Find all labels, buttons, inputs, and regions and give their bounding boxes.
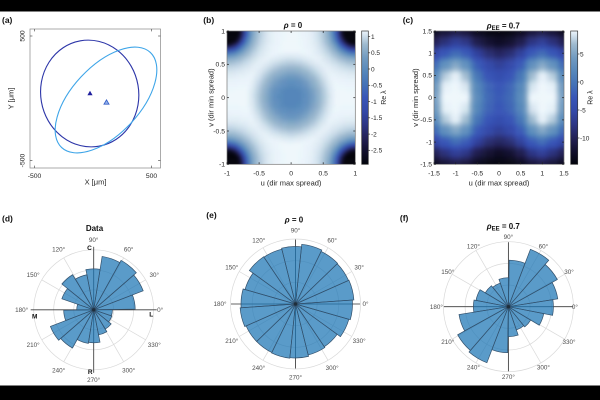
svg-text:C: C	[87, 245, 92, 252]
svg-text:(a): (a)	[2, 15, 13, 25]
svg-text:300°: 300°	[122, 367, 136, 375]
svg-text:0.5: 0.5	[318, 171, 328, 178]
svg-text:-1: -1	[453, 171, 459, 178]
svg-text:Data: Data	[86, 224, 104, 233]
svg-text:1: 1	[371, 34, 375, 41]
svg-text:210°: 210°	[441, 338, 455, 346]
svg-text:60°: 60°	[327, 237, 337, 245]
svg-text:270°: 270°	[289, 374, 303, 382]
svg-text:500: 500	[146, 173, 158, 180]
svg-text:v (dir min spread): v (dir min spread)	[207, 68, 216, 127]
svg-text:60°: 60°	[539, 242, 549, 250]
svg-text:0: 0	[221, 95, 225, 102]
svg-text:30°: 30°	[354, 263, 364, 271]
svg-text:30°: 30°	[564, 268, 574, 276]
svg-text:240°: 240°	[52, 367, 66, 375]
svg-text:150°: 150°	[441, 268, 455, 276]
svg-text:1.5: 1.5	[423, 28, 433, 35]
svg-text:-1: -1	[426, 139, 432, 146]
svg-text:0: 0	[289, 171, 293, 178]
svg-text:-1: -1	[224, 171, 230, 178]
svg-text:0°: 0°	[157, 306, 164, 314]
svg-text:0: 0	[497, 171, 501, 178]
svg-text:-2: -2	[371, 131, 377, 138]
svg-text:270°: 270°	[502, 373, 516, 381]
svg-text:60°: 60°	[124, 245, 134, 253]
svg-text:0.5: 0.5	[516, 171, 526, 178]
svg-text:330°: 330°	[562, 338, 576, 346]
svg-text:0.5: 0.5	[371, 50, 380, 57]
svg-text:ρ = 0: ρ = 0	[283, 21, 303, 30]
svg-text:-5: -5	[580, 107, 586, 114]
svg-text:30°: 30°	[150, 271, 160, 279]
svg-text:-2.5: -2.5	[371, 148, 383, 155]
svg-text:M: M	[32, 314, 37, 321]
svg-text:90°: 90°	[504, 233, 514, 241]
svg-text:0.5: 0.5	[216, 62, 226, 69]
svg-text:R: R	[88, 369, 93, 376]
svg-text:180°: 180°	[213, 300, 227, 308]
svg-text:(e): (e)	[206, 210, 217, 220]
svg-text:270°: 270°	[87, 376, 101, 384]
svg-text:(d): (d)	[2, 213, 13, 223]
svg-text:300°: 300°	[537, 364, 551, 372]
svg-text:180°: 180°	[430, 303, 444, 311]
svg-text:v (dir min spread): v (dir min spread)	[411, 68, 420, 127]
svg-text:-1: -1	[219, 162, 225, 169]
svg-text:-500: -500	[28, 173, 42, 180]
svg-text:(b): (b)	[203, 15, 214, 25]
svg-text:0: 0	[580, 79, 584, 86]
svg-text:1: 1	[353, 171, 357, 178]
svg-text:330°: 330°	[148, 341, 162, 349]
svg-text:(f): (f)	[400, 213, 409, 223]
svg-text:330°: 330°	[353, 337, 367, 345]
svg-text:240°: 240°	[467, 364, 481, 372]
svg-text:0°: 0°	[362, 300, 369, 308]
svg-text:0: 0	[371, 66, 375, 73]
svg-text:120°: 120°	[252, 237, 266, 245]
svg-text:Y [μm]: Y [μm]	[7, 88, 16, 110]
svg-text:0.5: 0.5	[423, 73, 433, 80]
svg-text:X [μm]: X [μm]	[85, 178, 107, 187]
svg-text:0: 0	[428, 95, 432, 102]
svg-text:u (dir max spread): u (dir max spread)	[261, 179, 322, 188]
svg-text:-0.5: -0.5	[253, 171, 265, 178]
svg-text:(c): (c)	[403, 15, 414, 25]
svg-text:150°: 150°	[225, 263, 239, 271]
svg-text:5: 5	[580, 51, 584, 58]
svg-text:120°: 120°	[52, 245, 66, 253]
svg-text:-0.5: -0.5	[371, 83, 383, 90]
svg-text:-500: -500	[20, 153, 27, 167]
svg-text:500: 500	[20, 30, 27, 42]
svg-text:300°: 300°	[326, 364, 340, 372]
svg-text:1: 1	[428, 51, 432, 58]
svg-text:ρEE = 0.7: ρEE = 0.7	[486, 222, 521, 233]
svg-text:0°: 0°	[572, 303, 579, 311]
svg-text:1: 1	[221, 28, 225, 35]
svg-text:150°: 150°	[27, 271, 41, 279]
svg-text:-0.5: -0.5	[213, 128, 225, 135]
svg-text:210°: 210°	[225, 337, 239, 345]
svg-text:-1.5: -1.5	[428, 171, 440, 178]
svg-text:-1: -1	[371, 99, 377, 106]
svg-text:90°: 90°	[291, 227, 301, 235]
svg-text:1.5: 1.5	[559, 171, 569, 178]
svg-text:1: 1	[540, 171, 544, 178]
svg-text:240°: 240°	[252, 364, 266, 372]
svg-text:u (dir max spread): u (dir max spread)	[469, 179, 530, 188]
svg-text:-0.5: -0.5	[420, 117, 432, 124]
svg-text:Re λ: Re λ	[588, 90, 595, 105]
svg-text:ρEE = 0.7: ρEE = 0.7	[486, 22, 521, 33]
svg-text:L: L	[149, 312, 153, 319]
svg-text:-1.5: -1.5	[420, 162, 432, 169]
svg-text:-10: -10	[580, 135, 590, 142]
svg-text:90°: 90°	[89, 236, 99, 244]
svg-text:210°: 210°	[27, 341, 41, 349]
svg-text:-1.5: -1.5	[371, 115, 383, 122]
svg-text:Re λ: Re λ	[381, 90, 388, 105]
svg-text:180°: 180°	[15, 306, 29, 314]
svg-text:ρ = 0: ρ = 0	[284, 215, 304, 224]
svg-text:-0.5: -0.5	[471, 171, 483, 178]
svg-text:120°: 120°	[467, 242, 481, 250]
